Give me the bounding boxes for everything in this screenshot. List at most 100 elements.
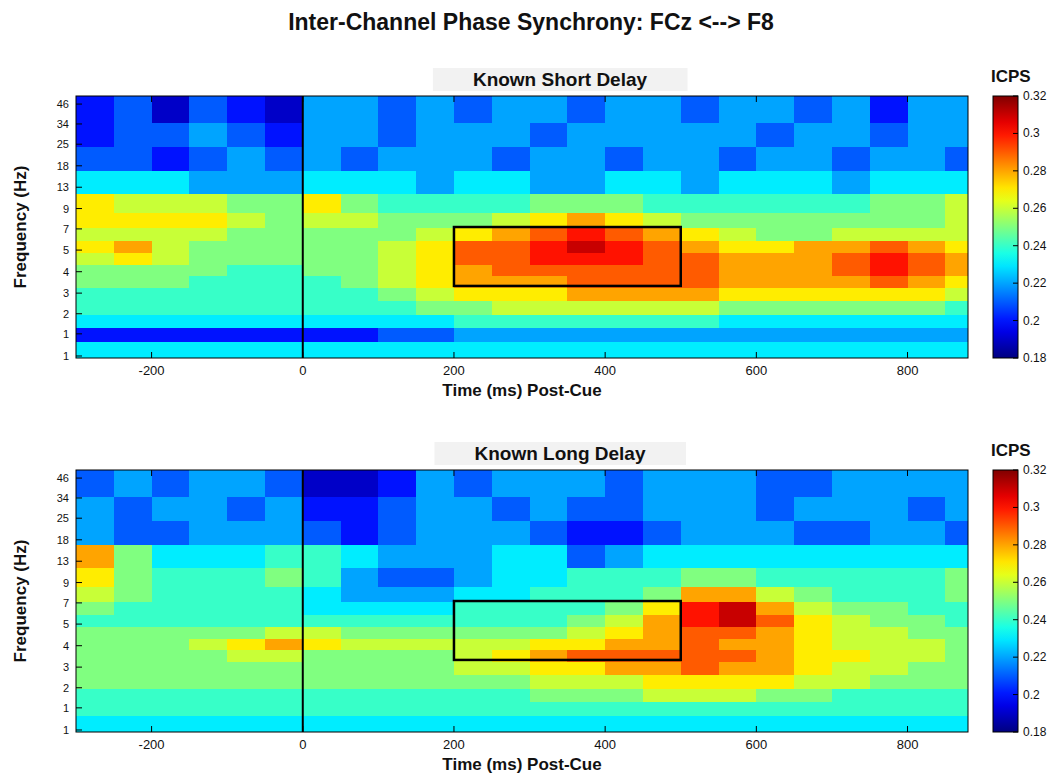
- cell: [378, 614, 416, 627]
- cell: [530, 661, 568, 674]
- cell: [341, 545, 379, 568]
- cell: [265, 701, 303, 716]
- cell: [341, 96, 379, 123]
- roi-box: [454, 601, 681, 660]
- cell: [870, 240, 908, 253]
- cell: [152, 213, 190, 228]
- cell: [794, 171, 832, 194]
- cell: [832, 276, 870, 288]
- cell: [643, 614, 681, 627]
- cell: [643, 171, 681, 194]
- cell: [945, 240, 968, 253]
- cell: [719, 496, 757, 521]
- cell: [870, 213, 908, 228]
- cell: [945, 147, 968, 172]
- cell: [227, 496, 265, 521]
- y-tick-label: 18: [57, 160, 69, 172]
- cell: [189, 650, 227, 662]
- cell: [341, 650, 379, 662]
- y-tick-label: 9: [63, 577, 69, 589]
- cell: [227, 193, 265, 213]
- cell: [492, 688, 530, 702]
- cell: [303, 587, 341, 602]
- cell: [152, 521, 190, 546]
- cell: [832, 240, 870, 253]
- cell: [378, 264, 416, 276]
- cell: [152, 264, 190, 276]
- cell: [492, 287, 530, 300]
- cell: [870, 521, 908, 546]
- y-tick: [76, 165, 82, 166]
- cell: [643, 342, 681, 358]
- cell: [378, 147, 416, 172]
- cell: [152, 193, 190, 213]
- cell: [416, 314, 454, 328]
- cell: [870, 601, 908, 614]
- cell: [681, 122, 719, 147]
- cell: [378, 252, 416, 264]
- cell: [341, 327, 379, 342]
- colorbar-tick: [1013, 582, 1018, 583]
- cell: [454, 193, 492, 213]
- cell: [152, 327, 190, 342]
- cell: [114, 147, 152, 172]
- cell: [341, 147, 379, 172]
- y-tick-label: 1: [63, 350, 69, 362]
- cell: [832, 171, 870, 194]
- cell: [454, 252, 492, 264]
- cell: [908, 96, 946, 123]
- cell: [643, 470, 681, 497]
- cell: [492, 252, 530, 264]
- cell: [492, 587, 530, 602]
- cell: [265, 287, 303, 300]
- cell: [454, 342, 492, 358]
- cell: [416, 171, 454, 194]
- cell: [265, 96, 303, 123]
- cell: [908, 264, 946, 276]
- cell: [794, 638, 832, 650]
- cell: [341, 264, 379, 276]
- cell: [908, 701, 946, 716]
- cell: [454, 470, 492, 497]
- cell: [794, 716, 832, 732]
- cell: [265, 716, 303, 732]
- cell: [605, 638, 643, 650]
- cell: [303, 674, 341, 689]
- y-tick: [76, 250, 82, 251]
- cell: [416, 688, 454, 702]
- cell: [605, 96, 643, 123]
- cell: [643, 496, 681, 521]
- cell: [454, 314, 492, 328]
- cell: [341, 496, 379, 521]
- cell: [643, 688, 681, 702]
- cell: [265, 638, 303, 650]
- cell: [76, 300, 114, 315]
- cell: [152, 470, 190, 497]
- cell: [189, 327, 227, 342]
- cell: [794, 701, 832, 716]
- cell: [189, 587, 227, 602]
- cell: [341, 314, 379, 328]
- cell: [756, 300, 794, 315]
- cell: [794, 264, 832, 276]
- cell: [265, 614, 303, 627]
- cell: [756, 213, 794, 228]
- cell: [681, 567, 719, 587]
- cell: [719, 688, 757, 702]
- cell: [908, 638, 946, 650]
- y-tick-label: 2: [63, 308, 69, 320]
- cell: [454, 674, 492, 689]
- cell: [378, 300, 416, 315]
- y-tick-label: 4: [63, 640, 69, 652]
- cell: [681, 614, 719, 627]
- cell: [76, 614, 114, 627]
- cell: [189, 626, 227, 638]
- cell: [756, 638, 794, 650]
- cell: [303, 470, 341, 497]
- cell: [189, 240, 227, 253]
- cell: [681, 240, 719, 253]
- cell: [227, 701, 265, 716]
- cell: [605, 601, 643, 614]
- cell: [227, 287, 265, 300]
- y-tick-label: 5: [63, 618, 69, 630]
